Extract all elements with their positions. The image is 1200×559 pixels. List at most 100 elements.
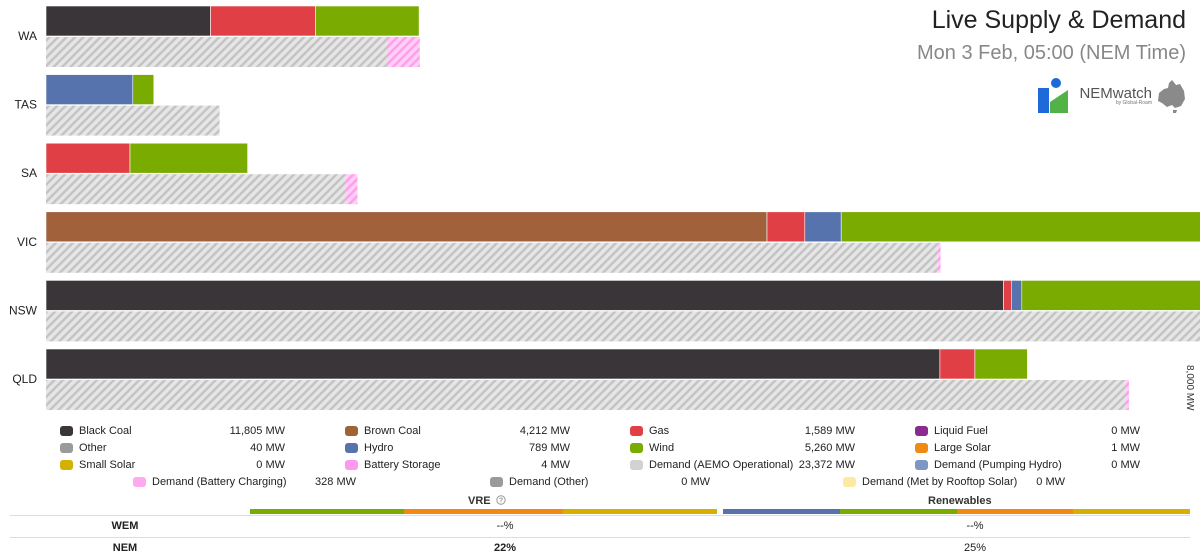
legend-item[interactable]: Wind 5,260 MW [630, 442, 855, 454]
legend-value: 4,212 MW [519, 425, 570, 437]
summary-row-wem: WEM --% --% [10, 515, 1190, 537]
supply-bar-sa-gas[interactable] [45, 142, 131, 174]
legend-swatch [630, 443, 643, 453]
vre-heading: VRE [468, 495, 491, 507]
supply-bar-nsw-hydro[interactable] [1010, 280, 1023, 311]
supply-bar-vic-hydro[interactable] [804, 211, 842, 243]
legend-item[interactable]: Black Coal 11,805 MW [60, 425, 285, 437]
supply-bar-nsw-wind[interactable] [1021, 280, 1200, 311]
legend-label: Demand (AEMO Operational) [649, 459, 794, 471]
vre-color-strip [250, 509, 717, 514]
demand-bar-vic-battery-charging[interactable] [937, 242, 941, 273]
legend-item[interactable]: Liquid Fuel 0 MW [915, 425, 1140, 437]
supply-demand-chart: WA TAS SA VIC NSW QLD 8,000 MW [9, 5, 1200, 411]
legend-item[interactable]: Other 40 MW [60, 442, 285, 454]
legend-label: Demand (Battery Charging) [152, 476, 287, 488]
demand-bar-nsw-operational[interactable] [46, 311, 1200, 342]
region-label-sa: SA [21, 166, 37, 180]
renewables-value: --% [966, 520, 984, 532]
legend-swatch [60, 460, 73, 470]
legend-value: 1,589 MW [804, 425, 855, 437]
supply-bar-vic-gas[interactable] [766, 211, 806, 243]
legend-item[interactable]: Battery Storage 4 MW [345, 459, 570, 471]
legend-label: Hydro [364, 442, 394, 454]
nemwatch-logo[interactable]: NEMwatch by Global-Roam [1079, 79, 1186, 113]
legend-item[interactable]: Brown Coal 4,212 MW [345, 425, 570, 437]
legend-value: 0 MW [681, 476, 710, 488]
supply-bar-qld-black-coal[interactable] [45, 348, 941, 380]
demand-bar-qld-battery-charging[interactable] [1125, 380, 1129, 410]
brand-name: NEMwatch [1079, 85, 1152, 102]
demand-bar-wa-battery-charging[interactable] [386, 37, 420, 67]
supply-bar-sa-wind[interactable] [129, 142, 248, 174]
legend-item[interactable]: Hydro 789 MW [345, 442, 570, 454]
demand-bar-vic-operational[interactable] [46, 242, 938, 273]
supply-bar-qld-gas[interactable] [939, 348, 976, 380]
legend-label: Demand (Pumping Hydro) [934, 459, 1062, 471]
summary-header: VRE ? Renewables [10, 493, 1190, 514]
timestamp: Mon 3 Feb, 05:00 (NEM Time) [917, 42, 1186, 64]
legend-label: Demand (Met by Rooftop Solar) [862, 476, 1018, 488]
supply-bar-nsw-gas[interactable] [1003, 280, 1012, 311]
renewables-summary: VRE ? Renewables WEM --% --% NEM 22% 25% [10, 493, 1190, 559]
legend-swatch [345, 426, 358, 436]
legend-row: Other 40 MW Hydro 789 MW Wind 5,260 MW Large S… [60, 442, 1150, 459]
region-label-vic: VIC [17, 235, 37, 249]
legend-value: 4 MW [541, 459, 570, 471]
australia-map-icon [1158, 80, 1185, 113]
legend-swatch [843, 477, 856, 487]
legend-row: Black Coal 11,805 MW Brown Coal 4,212 MW Gas… [60, 425, 1150, 442]
global-roam-logo-icon[interactable] [1037, 78, 1069, 114]
legend-item[interactable]: Demand (Pumping Hydro) 0 MW [915, 459, 1140, 471]
demand-bar-sa-battery-charging[interactable] [345, 174, 358, 205]
supply-bar-qld-wind[interactable] [974, 348, 1028, 380]
region-label-wa: WA [18, 29, 37, 43]
demand-bar-sa-operational[interactable] [46, 174, 346, 205]
legend-label: Wind [649, 442, 675, 454]
legend-label: Brown Coal [364, 425, 421, 437]
legend-item[interactable]: Demand (Met by Rooftop Solar) 0 MW [843, 476, 1065, 488]
supply-bar-wa-black-coal[interactable] [45, 5, 211, 37]
legend-value: 40 MW [250, 442, 285, 454]
brand-sub: by Global-Roam [1115, 100, 1152, 106]
demand-bar-qld-operational[interactable] [46, 380, 1126, 410]
region-label-qld: QLD [12, 372, 37, 386]
legend-label: Black Coal [79, 425, 132, 437]
legend: Black Coal 11,805 MW Brown Coal 4,212 MW Gas… [60, 425, 1150, 493]
legend-swatch [345, 460, 358, 470]
legend-item[interactable]: Gas 1,589 MW [630, 425, 855, 437]
supply-bar-wa-gas[interactable] [210, 5, 316, 37]
demand-bar-tas-operational[interactable] [46, 105, 220, 136]
legend-item[interactable]: Demand (AEMO Operational) 23,372 MW [630, 459, 855, 471]
legend-label: Other [79, 442, 107, 454]
legend-item[interactable]: Large Solar 1 MW [915, 442, 1140, 454]
legend-swatch [60, 443, 73, 453]
demand-bar-wa-operational[interactable] [46, 37, 387, 67]
legend-label: Battery Storage [364, 459, 441, 471]
legend-label: Liquid Fuel [934, 425, 988, 437]
legend-swatch [345, 443, 358, 453]
legend-swatch [133, 477, 146, 487]
legend-label: Demand (Other) [509, 476, 589, 488]
page-title: Live Supply & Demand [931, 6, 1186, 34]
legend-value: 0 MW [1111, 459, 1140, 471]
supply-bar-vic-wind[interactable] [840, 211, 1200, 243]
supply-bar-wa-wind[interactable] [315, 5, 420, 37]
legend-item[interactable]: Demand (Other) 0 MW [490, 476, 710, 488]
legend-item[interactable]: Demand (Battery Charging) 328 MW [133, 476, 356, 488]
legend-swatch [915, 426, 928, 436]
supply-bar-tas-wind[interactable] [132, 74, 155, 105]
legend-label: Large Solar [934, 442, 991, 454]
info-icon[interactable]: ? [496, 495, 506, 505]
legend-swatch [915, 460, 928, 470]
supply-bar-nsw-black-coal[interactable] [45, 280, 1004, 311]
supply-bar-tas-hydro[interactable] [45, 74, 134, 105]
legend-row: Small Solar 0 MW Battery Storage 4 MW Demand… [60, 459, 1150, 476]
supply-bar-vic-brown-coal[interactable] [45, 211, 768, 243]
region-label: WEM [111, 520, 139, 532]
summary-row-nem: NEM 22% 25% [10, 537, 1190, 559]
region-label-tas: TAS [15, 98, 37, 112]
legend-value: 328 MW [315, 476, 356, 488]
legend-item[interactable]: Small Solar 0 MW [60, 459, 285, 471]
legend-value: 0 MW [256, 459, 285, 471]
